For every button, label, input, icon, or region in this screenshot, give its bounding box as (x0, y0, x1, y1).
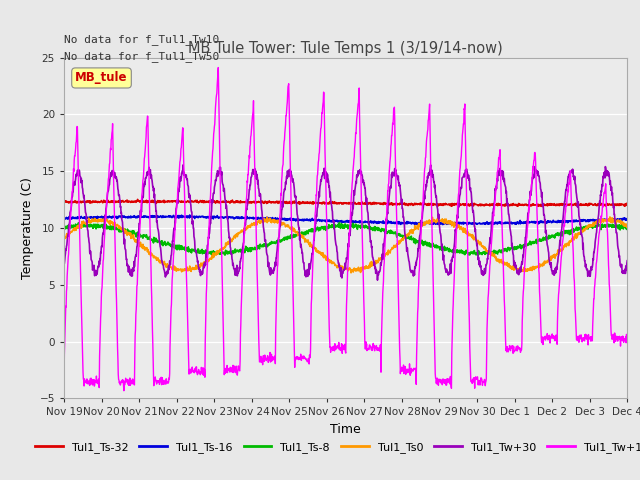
Tul1_Ts-32 (60, 199, 68, 204)
Tul1_Ts0 (315, 250, 323, 255)
Tul1_Tw+100 (60, 389, 68, 395)
Tul1_Tw+30 (349, 211, 356, 216)
Tul1_Ts-8 (71, 224, 79, 230)
Tul1_Ts-16 (349, 219, 356, 225)
Tul1_Ts-32 (161, 198, 169, 204)
Tul1_Ts0 (588, 224, 595, 229)
Legend: Tul1_Ts-32, Tul1_Ts-16, Tul1_Ts-8, Tul1_Ts0, Tul1_Tw+30, Tul1_Tw+100: Tul1_Ts-32, Tul1_Ts-16, Tul1_Ts-8, Tul1_… (31, 438, 640, 457)
Tul1_Tw+100 (71, 153, 79, 158)
Tul1_Ts-8 (60, 225, 68, 230)
Tul1_Tw+100 (161, 379, 168, 385)
Tul1_Ts-8 (449, 247, 456, 252)
Tul1_Ts-16 (315, 217, 323, 223)
Tul1_Tw+100 (349, 178, 356, 183)
Tul1_Ts0 (71, 225, 79, 231)
Line: Tul1_Ts0: Tul1_Ts0 (64, 217, 627, 273)
Tul1_Ts-16 (186, 212, 193, 218)
Tul1_Ts-16 (623, 216, 631, 222)
Tul1_Ts0 (60, 234, 68, 240)
X-axis label: Time: Time (330, 423, 361, 436)
Line: Tul1_Ts-32: Tul1_Ts-32 (64, 199, 627, 206)
Tul1_Tw+30 (623, 258, 631, 264)
Tul1_Tw+100 (214, 65, 222, 71)
Tul1_Ts0 (623, 224, 631, 230)
Text: No data for f_Tul1_Tw10: No data for f_Tul1_Tw10 (64, 34, 220, 45)
Tul1_Tw+100 (623, 336, 631, 341)
Tul1_Tw+30 (161, 270, 168, 276)
Tul1_Ts-8 (161, 239, 168, 244)
Title: MB Tule Tower: Tule Temps 1 (3/19/14-now): MB Tule Tower: Tule Temps 1 (3/19/14-now… (188, 41, 503, 57)
Tul1_Ts-8 (588, 224, 595, 229)
Tul1_Ts-16 (463, 222, 471, 228)
Tul1_Ts-32 (449, 202, 456, 207)
Tul1_Ts-8 (349, 223, 356, 229)
Tul1_Ts-32 (71, 199, 79, 205)
Tul1_Ts-8 (623, 224, 631, 229)
Line: Tul1_Ts-16: Tul1_Ts-16 (64, 215, 627, 225)
Tul1_Ts-32 (134, 196, 141, 202)
Text: MB_tule: MB_tule (76, 72, 128, 84)
Tul1_Ts-16 (588, 217, 595, 223)
Tul1_Tw+30 (374, 277, 381, 283)
Tul1_Ts-16 (71, 215, 79, 221)
Tul1_Ts0 (449, 219, 456, 225)
Tul1_Tw+30 (588, 267, 595, 273)
Tul1_Tw+100 (588, 335, 595, 341)
Tul1_Tw+30 (179, 162, 187, 168)
Tul1_Ts0 (348, 270, 355, 276)
Tul1_Ts-32 (315, 200, 323, 205)
Y-axis label: Temperature (C): Temperature (C) (21, 177, 34, 279)
Line: Tul1_Ts-8: Tul1_Ts-8 (64, 222, 627, 256)
Tul1_Ts0 (349, 267, 356, 273)
Tul1_Tw+30 (71, 180, 79, 185)
Tul1_Ts-16 (161, 214, 168, 220)
Line: Tul1_Tw+30: Tul1_Tw+30 (64, 165, 627, 280)
Tul1_Ts-16 (60, 216, 68, 221)
Tul1_Tw+100 (315, 151, 323, 157)
Tul1_Ts0 (606, 214, 614, 220)
Tul1_Ts0 (161, 262, 168, 267)
Text: No data for f_Tul1_Tw50: No data for f_Tul1_Tw50 (64, 51, 220, 62)
Tul1_Ts-8 (315, 228, 323, 234)
Tul1_Tw+30 (449, 253, 457, 259)
Tul1_Ts-32 (623, 202, 631, 208)
Tul1_Ts-32 (349, 200, 356, 205)
Tul1_Tw+100 (449, 319, 456, 325)
Tul1_Ts-32 (538, 204, 545, 209)
Line: Tul1_Tw+100: Tul1_Tw+100 (64, 68, 627, 392)
Tul1_Ts-32 (588, 201, 595, 207)
Tul1_Tw+30 (60, 260, 68, 266)
Tul1_Ts-8 (474, 253, 482, 259)
Tul1_Tw+30 (315, 189, 323, 195)
Tul1_Ts-16 (449, 220, 456, 226)
Tul1_Ts-8 (335, 219, 343, 225)
